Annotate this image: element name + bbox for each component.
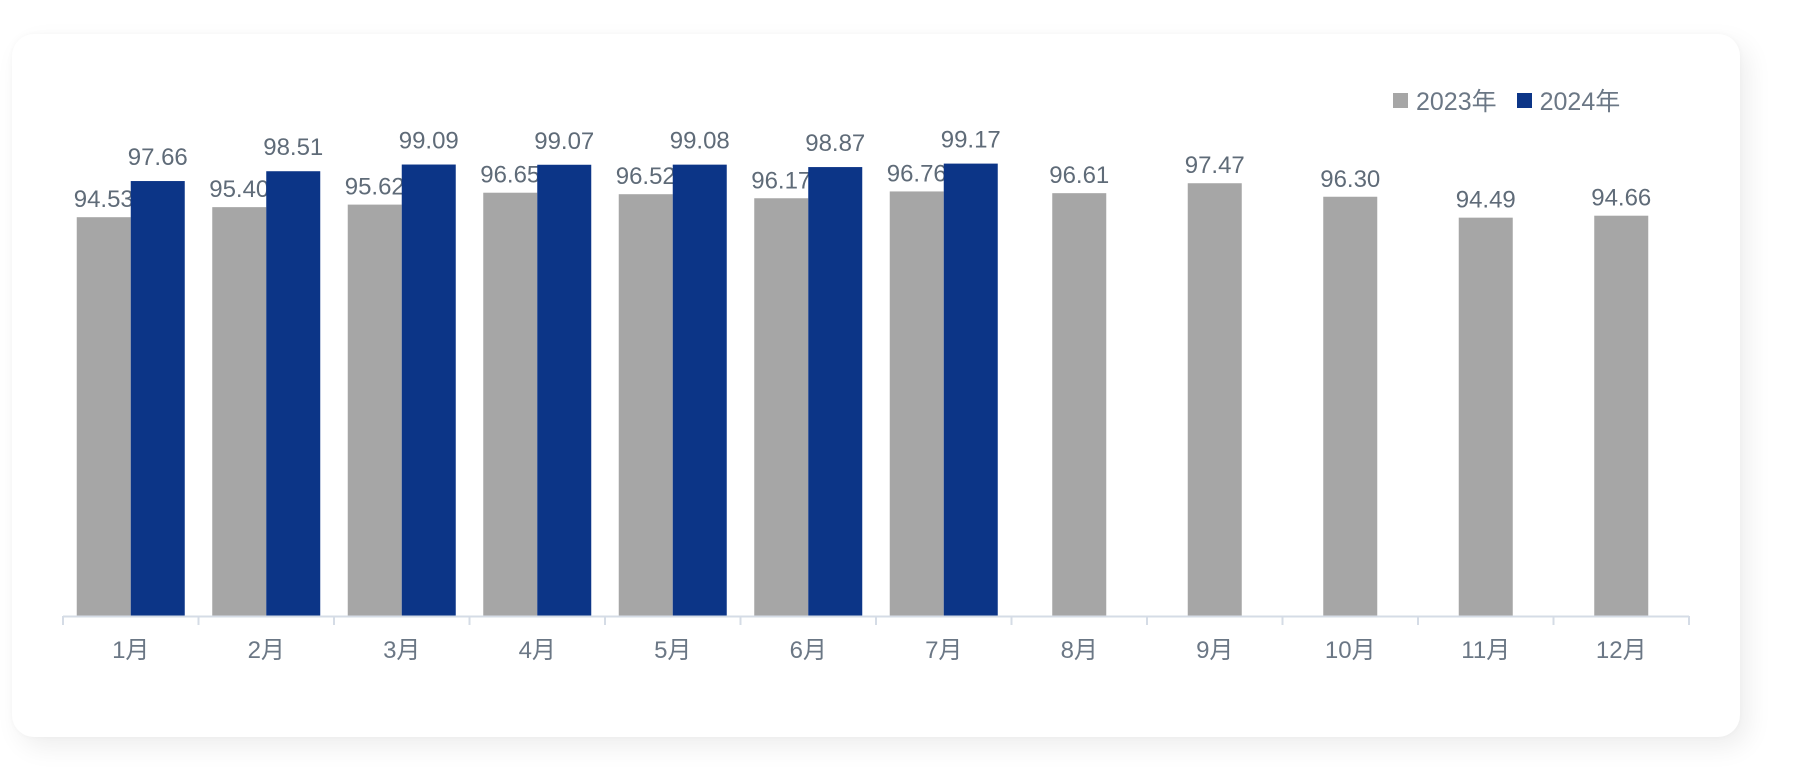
data-label-2024-2: 98.51 [263, 134, 323, 161]
legend-label-2023: 2023年 [1416, 88, 1497, 116]
bar-2024-2[interactable] [266, 171, 321, 616]
data-label-2023-7: 96.76 [887, 160, 947, 187]
x-tick-label-11: 11月 [1461, 637, 1510, 664]
data-label-2023-2: 95.40 [209, 176, 269, 203]
data-label-2023-12: 94.66 [1591, 185, 1651, 212]
x-tick-label-4: 4月 [519, 637, 556, 664]
data-label-2024-1: 97.66 [128, 144, 188, 171]
data-label-2024-5: 99.08 [670, 128, 730, 155]
data-label-2023-8: 96.61 [1049, 162, 1109, 189]
legend-item-2023[interactable]: 2023年 [1393, 82, 1497, 118]
bar-2023-7[interactable] [889, 191, 944, 616]
data-label-2023-4: 96.65 [480, 162, 540, 189]
bar-2024-6[interactable] [808, 167, 863, 616]
bar-2024-3[interactable] [401, 164, 456, 616]
bar-2023-10[interactable] [1323, 196, 1378, 616]
bar-2023-3[interactable] [347, 204, 402, 616]
data-label-2023-10: 96.30 [1320, 166, 1380, 193]
data-label-2023-9: 97.47 [1185, 152, 1245, 179]
bar-2023-12[interactable] [1594, 215, 1649, 616]
data-label-2023-1: 94.53 [74, 186, 134, 213]
x-tick-label-8: 8月 [1061, 637, 1098, 664]
x-tick-label-1: 1月 [112, 637, 149, 664]
legend-label-2024: 2024年 [1539, 88, 1621, 116]
x-tick-label-6: 6月 [790, 637, 827, 664]
bar-2023-2[interactable] [212, 207, 267, 616]
data-label-2024-6: 98.87 [805, 130, 865, 157]
x-tick-label-3: 3月 [383, 637, 420, 664]
bar-2024-4[interactable] [537, 164, 592, 616]
data-label-2023-5: 96.52 [616, 163, 676, 190]
data-label-2023-3: 95.62 [345, 174, 405, 201]
x-tick-label-2: 2月 [248, 637, 285, 664]
x-tick-label-5: 5月 [654, 637, 691, 664]
bar-2023-4[interactable] [483, 192, 538, 616]
x-tick-label-12: 12月 [1596, 637, 1647, 664]
data-label-2023-11: 94.49 [1456, 187, 1516, 214]
bar-2023-1[interactable] [76, 217, 131, 616]
legend-swatch-2023 [1393, 92, 1408, 108]
x-tick-label-10: 10月 [1325, 637, 1376, 664]
chart-legend: 2023年 2024年 [1393, 82, 1620, 118]
x-tick-label-7: 7月 [925, 637, 962, 664]
bar-2024-7[interactable] [943, 163, 998, 617]
bar-2023-9[interactable] [1187, 183, 1242, 616]
bar-2024-5[interactable] [672, 164, 727, 616]
bar-2023-11[interactable] [1458, 217, 1513, 616]
data-label-2024-7: 99.17 [941, 127, 1001, 154]
bar-2023-5[interactable] [618, 194, 673, 616]
x-tick-label-9: 9月 [1196, 637, 1233, 664]
data-label-2024-3: 99.09 [399, 128, 459, 155]
bar-2023-6[interactable] [754, 198, 809, 616]
data-label-2023-6: 96.17 [751, 167, 811, 194]
legend-swatch-2024 [1516, 92, 1532, 108]
bar-2024-1[interactable] [130, 181, 185, 616]
legend-item-2024[interactable]: 2024年 [1516, 82, 1621, 118]
data-label-2024-4: 99.07 [534, 128, 594, 155]
bar-2023-8[interactable] [1052, 193, 1107, 616]
